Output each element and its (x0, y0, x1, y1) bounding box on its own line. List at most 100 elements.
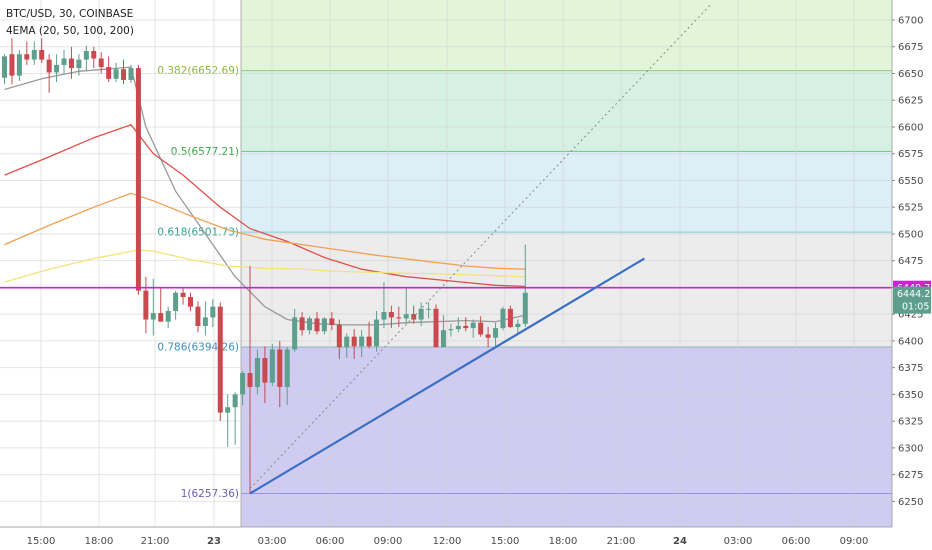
candle-body (440, 330, 446, 348)
candle-body (463, 325, 469, 329)
candle-body (98, 58, 104, 68)
bar-countdown-label: 01:05 (902, 302, 929, 313)
candle-body (284, 349, 290, 387)
candle-body (403, 314, 409, 319)
time-tick-label: 03:00 (724, 536, 753, 547)
candle-body (478, 322, 484, 335)
fib-level-label: 0.786(6394.26) (157, 342, 239, 354)
candle-body (351, 336, 357, 347)
price-tick-label: 6425 (898, 310, 923, 321)
candle-body (113, 69, 119, 79)
time-tick-label: 06:00 (316, 536, 345, 547)
candle-body (128, 68, 134, 80)
candle-body (455, 325, 461, 330)
candle-body (500, 308, 506, 329)
price-tick-label: 6650 (898, 69, 923, 80)
chart-header: BTC/USD, 30, COINBASE 4EMA (20, 50, 100,… (6, 8, 134, 37)
candle-body (225, 407, 231, 413)
candle-body (180, 292, 186, 298)
ema50-line (4, 124, 526, 288)
candle-body (433, 308, 439, 348)
candle-body (68, 58, 74, 69)
candle-body (150, 313, 156, 320)
candle-body (2, 56, 7, 78)
candle-body (329, 318, 335, 325)
fib-zone (241, 0, 892, 71)
candle-body (470, 322, 476, 329)
candle-body (24, 54, 30, 60)
price-tick-label: 6275 (898, 470, 923, 481)
fib-level-label: 1(6257.36) (181, 488, 239, 500)
time-tick-label: 23 (207, 536, 221, 547)
price-tick-label: 6525 (898, 203, 923, 214)
candle-body (269, 349, 275, 383)
fibonacci-retracement[interactable]: 1(6257.36) 0.786(6394.26) 0.618(6501.73) 0.… (157, 0, 892, 527)
time-tick-label: 09:00 (374, 536, 403, 547)
ema100-line (4, 192, 526, 270)
time-tick-label: 15:00 (491, 536, 520, 547)
fib-zone (241, 347, 892, 527)
time-tick-label: 12:00 (433, 536, 462, 547)
price-tick-label: 6675 (898, 42, 923, 53)
fib-diagonal-dotted[interactable] (249, 3, 712, 489)
candle-body (121, 69, 127, 80)
candle-body (366, 336, 372, 347)
candle-body (374, 319, 379, 347)
candle-body (135, 68, 141, 291)
candle-body (165, 310, 171, 322)
price-tick-label: 6575 (898, 149, 923, 160)
price-tick-label: 6475 (898, 256, 923, 267)
candle-body (485, 334, 491, 338)
time-axis-bg (0, 527, 932, 550)
candle-body (188, 297, 193, 307)
time-tick-label: 03:00 (258, 536, 287, 547)
price-axis-bg (892, 0, 932, 550)
symbol-title: BTC/USD, 30, COINBASE (6, 8, 133, 20)
candle-body (46, 59, 52, 73)
candle-body (507, 308, 513, 328)
time-tick-label: 24 (673, 536, 687, 547)
price-tick-label: 6625 (898, 96, 923, 107)
fib-level-label: 0.382(6652.69) (157, 65, 239, 77)
candle-body (16, 54, 22, 76)
candle-body (321, 318, 327, 332)
time-tick-label: 21:00 (607, 536, 636, 547)
fib-zone (241, 151, 892, 233)
time-tick-label: 06:00 (782, 536, 811, 547)
candle-body (76, 59, 82, 69)
candle-body (307, 318, 313, 331)
candle-body (91, 51, 97, 59)
time-tick-label: 09:00 (840, 536, 869, 547)
candle-body (9, 54, 15, 76)
candle-body (396, 317, 402, 319)
candle-body (54, 64, 60, 73)
candle-body (143, 290, 149, 320)
price-tick-label: 6700 (898, 16, 923, 27)
candle-body (344, 336, 350, 348)
time-tick-label: 15:00 (27, 536, 56, 547)
candle-body (106, 67, 112, 79)
price-badges: 6449.756444.2301:05 (893, 280, 932, 314)
price-tick-label: 6500 (898, 229, 923, 240)
candle-body (522, 292, 528, 324)
candle-body (210, 306, 216, 318)
trendline[interactable] (249, 257, 645, 495)
candles (2, 38, 528, 494)
candle-body (299, 317, 305, 331)
drawings[interactable] (0, 3, 892, 495)
candle-body (202, 317, 208, 326)
price-tick-label: 6250 (898, 497, 923, 508)
candle-body (158, 313, 164, 322)
price-tick-label: 6600 (898, 122, 923, 133)
candle-body (217, 306, 223, 413)
price-tick-label: 6550 (898, 176, 923, 187)
candle-body (388, 312, 394, 318)
candle-body (418, 308, 424, 320)
candle-body (31, 49, 37, 60)
price-tick-label: 6325 (898, 417, 923, 428)
ema20-line (4, 66, 526, 326)
candle-body (39, 49, 45, 60)
